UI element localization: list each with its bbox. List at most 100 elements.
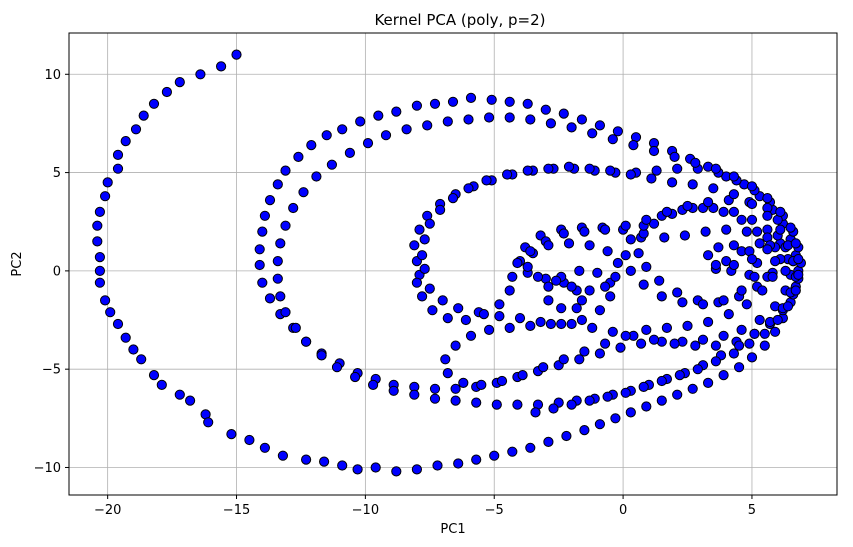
data-point (790, 285, 801, 296)
data-point (226, 429, 237, 440)
data-point (411, 100, 422, 111)
x-tick-label: −10 (352, 503, 379, 518)
data-point (610, 271, 621, 282)
data-point (409, 389, 420, 400)
data-point (465, 92, 477, 104)
data-point (571, 303, 582, 314)
data-point (594, 120, 606, 131)
data-point (419, 263, 430, 274)
data-point (636, 338, 647, 349)
data-point (429, 383, 441, 394)
data-point (669, 151, 680, 162)
data-point (417, 291, 428, 302)
data-point (185, 395, 196, 406)
data-point (612, 257, 624, 269)
data-point (672, 287, 683, 298)
data-point (504, 285, 515, 296)
data-point (476, 379, 487, 390)
data-point (633, 248, 644, 259)
data-point (746, 181, 758, 192)
data-point (306, 140, 317, 151)
data-point (605, 291, 616, 302)
data-point (610, 413, 621, 424)
data-point (558, 108, 569, 119)
data-point (321, 130, 332, 141)
data-point (388, 385, 399, 396)
data-point (517, 370, 528, 381)
data-point (463, 183, 474, 194)
data-point (471, 454, 482, 465)
data-point (625, 234, 636, 245)
data-points (92, 49, 807, 477)
data-point (674, 370, 685, 381)
data-point (770, 326, 781, 337)
data-point (563, 238, 575, 249)
data-point (584, 163, 595, 174)
data-point (424, 218, 435, 229)
data-point (687, 179, 698, 190)
data-point (566, 399, 577, 410)
data-point (514, 313, 526, 324)
data-point (463, 114, 474, 125)
data-point (646, 173, 657, 184)
data-point (280, 307, 291, 318)
data-point (442, 368, 453, 379)
data-point (638, 381, 649, 392)
data-point (574, 354, 585, 365)
data-point (272, 179, 283, 190)
data-point (752, 226, 763, 237)
data-point (525, 442, 536, 453)
data-point (659, 232, 670, 243)
data-point (522, 165, 533, 176)
data-point (690, 157, 701, 168)
data-point (391, 466, 402, 477)
data-point (641, 214, 652, 225)
data-point (174, 389, 185, 400)
x-tick-label: −20 (94, 503, 121, 518)
data-point (775, 206, 786, 217)
data-point (414, 224, 425, 235)
data-point (772, 314, 783, 326)
data-point (661, 322, 673, 333)
y-tick-label: 10 (44, 68, 61, 83)
y-tick-label: −10 (34, 461, 61, 476)
data-point (100, 191, 111, 202)
data-point (587, 128, 598, 139)
data-point (120, 332, 131, 343)
data-point (741, 299, 752, 310)
data-point (543, 240, 554, 251)
y-tick-label: 5 (53, 166, 61, 181)
x-axis: −20 −15 −10 −5 0 5 (94, 495, 756, 518)
data-point (522, 98, 533, 109)
data-point (641, 324, 652, 335)
data-point (148, 370, 160, 381)
data-point (600, 224, 611, 235)
data-point (734, 362, 745, 373)
data-point (775, 224, 786, 235)
data-point (231, 49, 242, 60)
data-point (94, 265, 106, 276)
data-point (494, 311, 505, 322)
data-point (244, 434, 255, 446)
data-point (380, 130, 392, 141)
data-point (532, 271, 544, 282)
data-point (793, 254, 804, 265)
data-point (442, 116, 453, 127)
data-point (641, 261, 652, 272)
data-point (551, 275, 562, 286)
data-point (272, 273, 283, 284)
data-point (556, 303, 567, 314)
data-point (770, 256, 781, 267)
data-point (337, 460, 348, 471)
data-point (566, 122, 577, 133)
data-point (543, 436, 554, 447)
data-point (710, 163, 722, 174)
data-point (700, 226, 711, 237)
data-point (767, 271, 778, 282)
data-point (620, 330, 631, 341)
data-point (280, 165, 291, 176)
data-point (762, 244, 773, 255)
data-point (625, 407, 636, 418)
data-point (254, 259, 265, 271)
data-point (605, 165, 616, 176)
